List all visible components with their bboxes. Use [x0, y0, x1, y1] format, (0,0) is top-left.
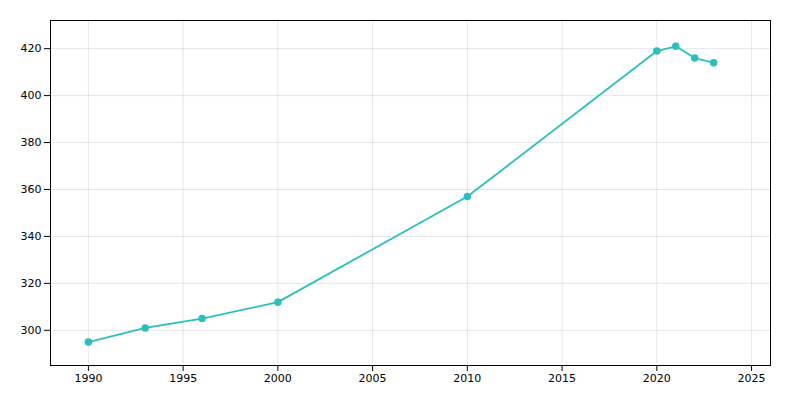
- svg-text:2000: 2000: [264, 372, 292, 385]
- svg-text:1990: 1990: [74, 372, 102, 385]
- svg-text:320: 320: [21, 277, 42, 290]
- svg-text:380: 380: [21, 136, 42, 149]
- svg-text:2020: 2020: [643, 372, 671, 385]
- svg-text:420: 420: [21, 42, 42, 55]
- svg-text:400: 400: [21, 89, 42, 102]
- svg-text:340: 340: [21, 230, 42, 243]
- svg-text:360: 360: [21, 183, 42, 196]
- svg-text:300: 300: [21, 324, 42, 337]
- svg-text:1995: 1995: [169, 372, 197, 385]
- svg-text:2015: 2015: [548, 372, 576, 385]
- svg-text:2005: 2005: [359, 372, 387, 385]
- svg-text:2010: 2010: [453, 372, 481, 385]
- svg-text:2025: 2025: [738, 372, 766, 385]
